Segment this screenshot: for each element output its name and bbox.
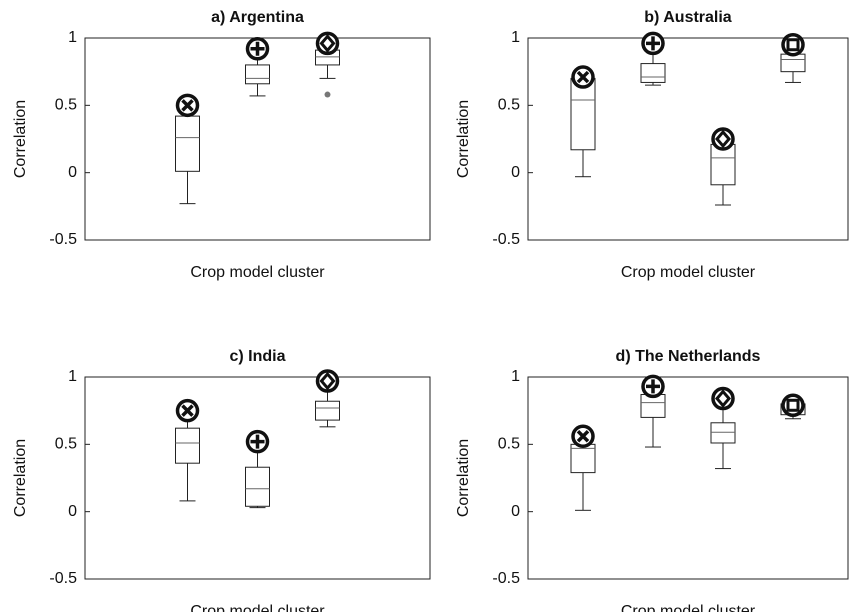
chart-title: c) India	[229, 348, 285, 365]
box	[780, 53, 806, 73]
box	[570, 443, 596, 474]
y-tick-label: 0	[68, 503, 77, 520]
box	[710, 143, 736, 186]
cluster-marker	[245, 37, 270, 61]
y-tick-label: -0.5	[492, 570, 520, 587]
cluster-marker	[175, 398, 200, 423]
y-tick-label: 1	[68, 29, 77, 46]
y-tick-label: 0	[511, 164, 520, 181]
box	[315, 400, 340, 421]
plot-frame	[527, 37, 849, 241]
y-axis-label: Correlation	[455, 100, 472, 178]
y-tick-label: 0.5	[55, 97, 77, 114]
marker-symbol	[319, 371, 336, 391]
box	[245, 64, 270, 85]
cluster-marker	[571, 424, 595, 449]
y-tick-label: 0.5	[498, 97, 520, 114]
y-tick-label: 0	[511, 503, 520, 520]
y-axis-label: Correlation	[12, 100, 29, 178]
box	[710, 422, 736, 444]
x-axis-label: Crop model cluster	[190, 264, 325, 281]
chart-title: a) Argentina	[211, 9, 304, 26]
y-tick-label: -0.5	[49, 231, 77, 248]
cluster-marker	[315, 31, 340, 56]
x-axis-label: Crop model cluster	[621, 264, 756, 281]
marker-symbol	[576, 430, 590, 443]
marker-ring	[711, 127, 735, 151]
marker-symbol	[715, 389, 731, 408]
plot-frame	[84, 376, 431, 580]
marker-symbol	[786, 38, 800, 52]
y-tick-label: 1	[511, 29, 520, 46]
marker-symbol	[646, 36, 660, 51]
cluster-marker	[641, 31, 665, 56]
marker-symbol	[576, 70, 590, 84]
box	[175, 427, 200, 464]
marker-symbol	[715, 129, 731, 149]
plot-frame	[527, 376, 849, 580]
box	[175, 115, 200, 172]
marker-ring	[781, 32, 805, 57]
marker-ring	[315, 369, 340, 393]
marker-symbol	[181, 99, 194, 112]
y-tick-label: 1	[68, 368, 77, 385]
marker-symbol	[319, 34, 336, 53]
x-axis-label: Crop model cluster	[190, 603, 325, 612]
outlier	[324, 91, 331, 98]
marker-ring	[315, 31, 340, 56]
chart-title: b) Australia	[644, 9, 732, 26]
cluster-marker	[245, 429, 270, 454]
y-tick-label: 0.5	[498, 436, 520, 453]
chart-title: d) The Netherlands	[616, 348, 761, 365]
box	[640, 63, 666, 83]
y-axis-label: Correlation	[455, 439, 472, 517]
cluster-marker	[571, 65, 595, 89]
cluster-marker	[711, 127, 735, 151]
y-tick-label: 0	[68, 164, 77, 181]
y-tick-label: -0.5	[492, 231, 520, 248]
y-tick-label: 0.5	[55, 436, 77, 453]
cluster-marker	[175, 93, 200, 118]
x-axis-label: Crop model cluster	[621, 603, 756, 612]
cluster-marker	[315, 369, 340, 393]
box	[245, 466, 270, 507]
y-tick-label: 1	[511, 368, 520, 385]
marker-symbol	[181, 404, 194, 417]
cluster-marker	[641, 374, 665, 399]
y-tick-label: -0.5	[49, 570, 77, 587]
y-axis-label: Correlation	[12, 439, 29, 517]
marker-symbol	[250, 41, 265, 56]
cluster-marker	[781, 32, 805, 57]
cluster-marker	[781, 393, 805, 418]
marker-symbol	[646, 379, 660, 394]
cluster-marker	[711, 386, 735, 411]
box	[570, 77, 596, 151]
marker-ring	[781, 393, 805, 418]
marker-symbol	[786, 398, 800, 412]
marker-symbol	[250, 434, 265, 449]
marker-ring	[711, 386, 735, 411]
